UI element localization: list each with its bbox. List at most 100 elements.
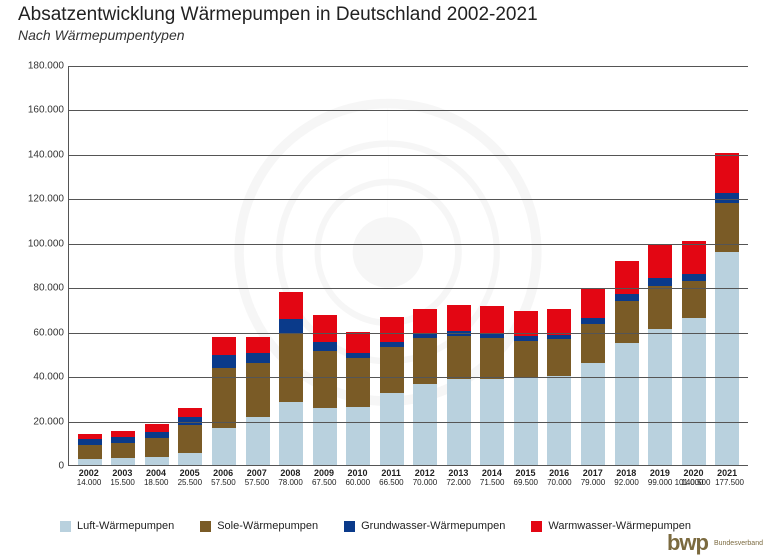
bar (480, 306, 504, 465)
bar-segment-luft (279, 402, 303, 465)
chart-title: Absatzentwicklung Wärmepumpen in Deutsch… (18, 4, 757, 26)
bar-segment-warm (648, 245, 672, 278)
bar-segment-warm (413, 309, 437, 332)
y-axis-label: 180.000 (18, 61, 64, 72)
bar-segment-grund (648, 278, 672, 286)
bar (447, 305, 471, 465)
gridline (69, 422, 748, 423)
bar-segment-sole (279, 333, 303, 402)
bar-segment-luft (78, 459, 102, 465)
bar-segment-grund (615, 294, 639, 301)
x-axis-label: 201999.000 101.000 (648, 468, 672, 488)
bar-segment-luft (246, 417, 270, 465)
bar-segment-warm (380, 317, 404, 341)
y-axis-label: 140.000 (18, 149, 64, 160)
x-axis-label: 200418.500 (144, 468, 168, 488)
bar-segment-luft (178, 453, 202, 465)
x-axis-label: 201569.500 (514, 468, 538, 488)
y-axis-label: 120.000 (18, 194, 64, 205)
gridline (69, 244, 748, 245)
y-axis-label: 20.000 (18, 416, 64, 427)
bar-segment-luft (682, 318, 706, 465)
legend-swatch (60, 521, 71, 532)
bar-segment-sole (447, 336, 471, 379)
bar (178, 408, 202, 465)
bar-segment-sole (682, 281, 706, 319)
x-axis-label: 200214.000 (77, 468, 101, 488)
bar (279, 292, 303, 465)
bar-segment-sole (346, 358, 370, 407)
bar-segment-sole (581, 324, 605, 363)
legend-item: Sole-Wärmepumpen (200, 520, 318, 532)
bar (682, 241, 706, 465)
legend-swatch (531, 521, 542, 532)
gridline (69, 155, 748, 156)
bar-segment-luft (313, 408, 337, 465)
bar-segment-warm (246, 337, 270, 353)
x-axis-label: 201471.500 (480, 468, 504, 488)
bar-segment-luft (346, 407, 370, 465)
x-axis-label: 200315.500 (110, 468, 134, 488)
bar-segment-luft (380, 393, 404, 465)
bar (313, 315, 337, 465)
source-logo: bwp Bundesverband (667, 530, 763, 556)
bar-segment-warm (178, 408, 202, 417)
bar-segment-warm (111, 431, 135, 438)
chart-subtitle: Nach Wärmepumpentypen (18, 27, 757, 43)
bar-segment-warm (145, 424, 169, 432)
bar-container (69, 66, 748, 465)
bar (246, 337, 270, 465)
bar-segment-warm (212, 337, 236, 355)
bar (78, 434, 102, 465)
x-axis-label: 201166.500 (379, 468, 403, 488)
bar-segment-warm (715, 153, 739, 193)
bar-segment-warm (313, 315, 337, 342)
bar-segment-sole (178, 425, 202, 453)
bar-segment-luft (111, 458, 135, 465)
bar (145, 424, 169, 465)
legend-label: Luft-Wärmepumpen (77, 520, 174, 532)
x-axis-label: 200757.500 (245, 468, 269, 488)
bar-segment-warm (547, 309, 571, 335)
y-axis-label: 160.000 (18, 105, 64, 116)
bar-segment-sole (380, 347, 404, 393)
bar-segment-grund (145, 432, 169, 439)
bar-segment-luft (615, 343, 639, 465)
x-axis-label: 200657.500 (211, 468, 235, 488)
x-axis-label: 201779.000 (581, 468, 605, 488)
legend-item: Luft-Wärmepumpen (60, 520, 174, 532)
bar-segment-sole (145, 438, 169, 457)
y-axis-label: 100.000 (18, 238, 64, 249)
gridline (69, 66, 748, 67)
bar-segment-luft (413, 384, 437, 465)
bar (615, 261, 639, 465)
bar-segment-sole (246, 363, 270, 417)
bar-segment-grund (246, 353, 270, 363)
bar-segment-warm (346, 332, 370, 353)
gridline (69, 199, 748, 200)
legend-swatch (200, 521, 211, 532)
logo-subtext: Bundesverband (714, 540, 763, 547)
x-axis-label: 2020140.500 (681, 468, 705, 488)
bar-segment-warm (682, 241, 706, 274)
x-axis-label: 201060.000 (346, 468, 370, 488)
bar (346, 332, 370, 465)
x-axis-label: 200525.500 (178, 468, 202, 488)
legend-label: Sole-Wärmepumpen (217, 520, 318, 532)
legend-swatch (344, 521, 355, 532)
bar-segment-luft (145, 457, 169, 465)
bar (648, 245, 672, 465)
y-axis-label: 40.000 (18, 372, 64, 383)
x-axis-label: 201270.000 (413, 468, 437, 488)
y-axis-label: 80.000 (18, 283, 64, 294)
bar-segment-warm (581, 289, 605, 318)
gridline (69, 110, 748, 111)
x-axis-label: 201372.000 (446, 468, 470, 488)
y-axis-label: 60.000 (18, 327, 64, 338)
gridline (69, 377, 748, 378)
bar-segment-sole (313, 351, 337, 409)
bar (212, 337, 236, 465)
bar-segment-grund (212, 355, 236, 368)
bar-segment-luft (648, 329, 672, 465)
bar (514, 311, 538, 465)
